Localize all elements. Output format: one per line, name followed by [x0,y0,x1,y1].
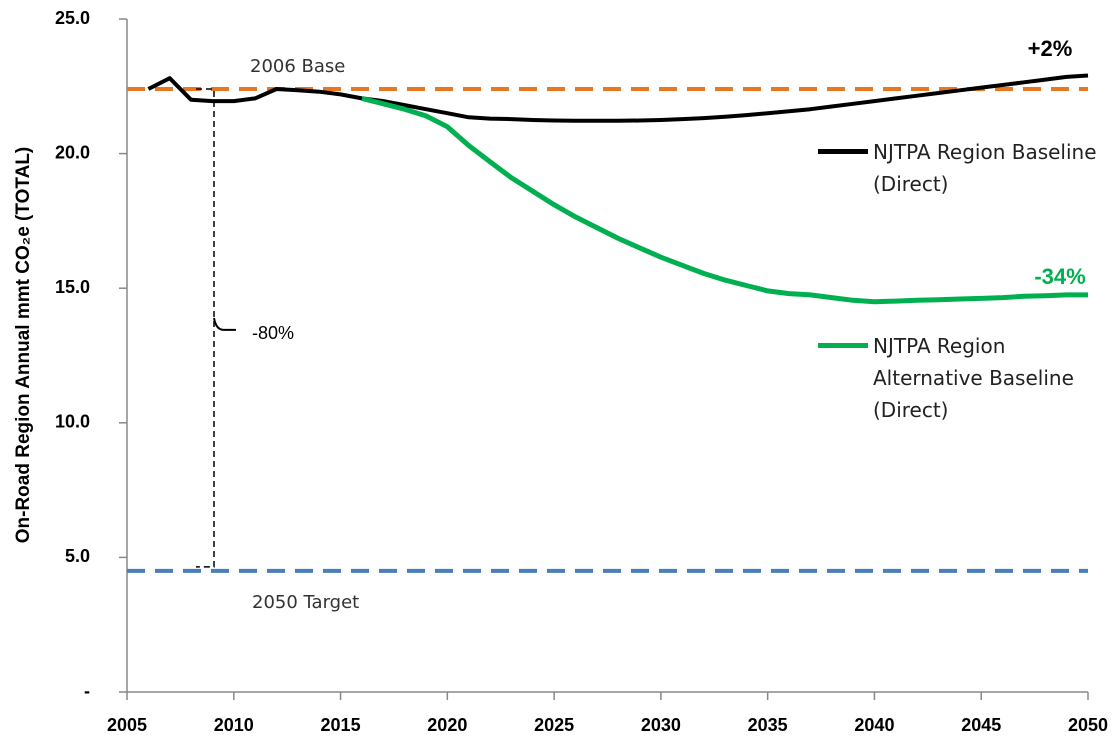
y-tick-label: 5.0 [65,546,90,566]
x-tick-label: 2045 [961,715,1001,735]
y-tick-label: 10.0 [55,412,90,432]
series-line [361,95,1088,305]
reduction-bracket [196,88,215,568]
reference-label: 2006 Base [250,56,345,77]
bracket-brace [213,317,236,331]
series-line [147,73,1089,123]
legend-swatch [818,149,868,154]
y-axis-title: On-Road Region Annual mmt CO₂e (TOTAL) [13,147,34,544]
x-tick-label: 2035 [748,715,788,735]
x-tick-label: 2040 [854,715,894,735]
legend-label: NJTPA Region Alternative Baseline (Direc… [873,334,1074,422]
y-tick-label: 15.0 [55,277,90,297]
y-tick-label: 20.0 [55,142,90,162]
x-tick-label: 2005 [107,715,147,735]
annotation: -34% [1034,264,1085,289]
y-tick-label: - [84,681,90,701]
x-tick-label: 2020 [427,715,467,735]
x-tick-label: 2025 [534,715,574,735]
reference-label: 2050 Target [252,592,359,613]
annotation: +2% [1028,36,1073,61]
y-tick-label: 25.0 [55,8,90,28]
x-tick-label: 2015 [321,715,361,735]
annotation: -80% [252,323,294,343]
legend-swatch [818,343,868,348]
x-tick-label: 2010 [214,715,254,735]
legend-label: NJTPA Region Baseline (Direct) [873,140,1097,196]
x-tick-label: 2030 [641,715,681,735]
x-tick-label: 2050 [1068,715,1108,735]
